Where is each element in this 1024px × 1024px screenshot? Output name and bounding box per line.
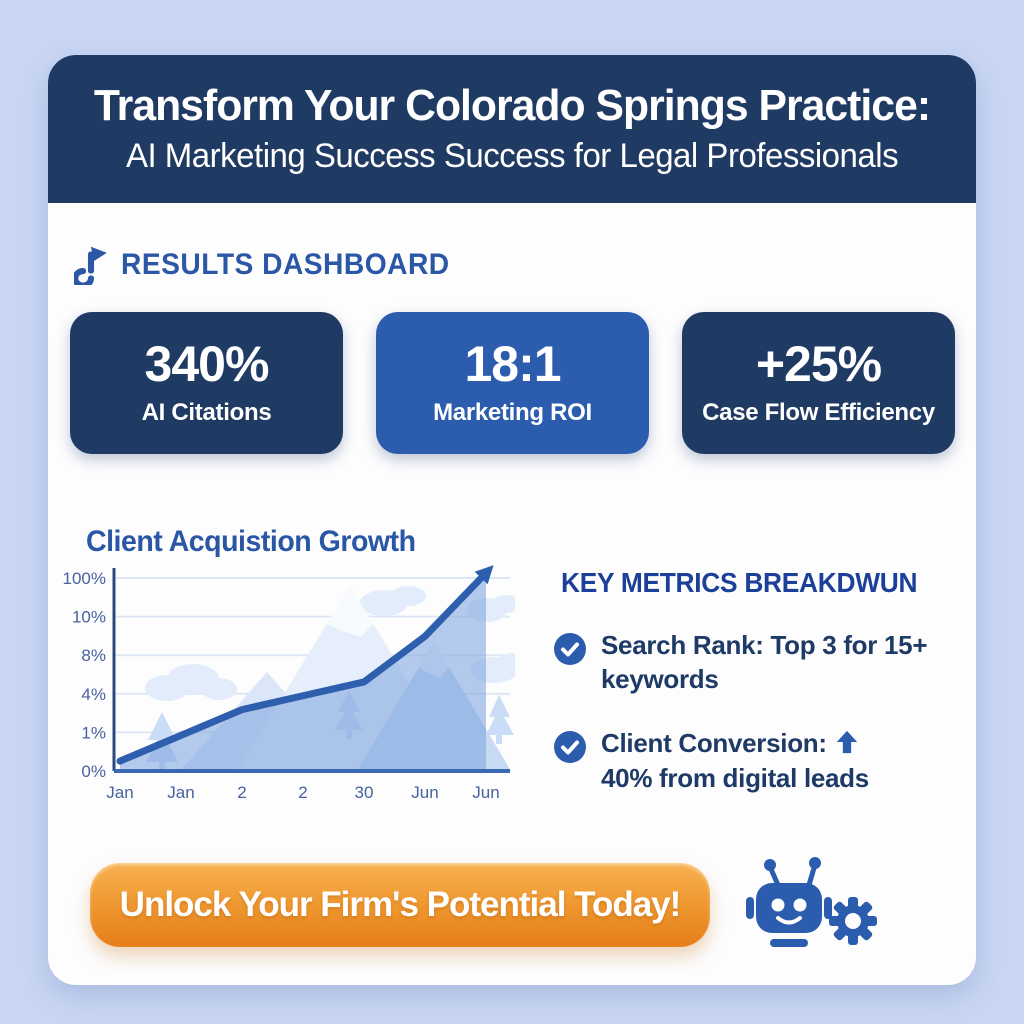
check-icon — [553, 730, 587, 769]
svg-text:10%: 10% — [72, 608, 106, 627]
key-metrics-title: KEY METRICS BREAKDWUN — [561, 567, 918, 598]
robot-gear-icon — [734, 855, 884, 955]
poster-card: Transform Your Colorado Springs Practice… — [48, 55, 976, 985]
metric-line: Search Rank: Top 3 for 15+ — [601, 630, 928, 660]
snowcap-decoration — [327, 586, 373, 637]
cta-button[interactable]: Unlock Your Firm's Potential Today! — [90, 863, 710, 947]
stat-card-case-flow: +25% Case Flow Efficiency — [682, 312, 955, 454]
cloud-decoration — [145, 586, 515, 701]
chart-axis-labels: 100%10%8%4%1%0%Jan Jan 2 2 30 Jun Jun — [63, 569, 500, 802]
metric-item-client-conversion: Client Conversion: 40% from digital lead… — [553, 727, 973, 797]
metric-line: keywords — [601, 663, 719, 694]
growth-chart-svg: 100%10%8%4%1%0%Jan Jan 2 2 30 Jun Jun — [63, 565, 515, 802]
stat-value: 18:1 — [464, 336, 561, 392]
svg-text:2: 2 — [298, 783, 307, 802]
stat-value: 340% — [144, 336, 270, 392]
stats-row: 340% AI Citations 18:1 Marketing ROI +25… — [70, 312, 955, 454]
svg-text:4%: 4% — [81, 685, 106, 704]
svg-text:Jan: Jan — [106, 783, 133, 802]
gear-icon — [829, 897, 877, 945]
stat-value: +25% — [755, 336, 882, 392]
header-banner: Transform Your Colorado Springs Practice… — [48, 55, 976, 203]
up-arrow-icon — [835, 729, 859, 763]
chart-axes — [112, 568, 510, 773]
results-section-title: RESULTS DASHBOARD — [121, 248, 450, 281]
metric-line: 40% from digital leads — [601, 763, 869, 794]
chart-title: Client Acquistion Growth — [86, 525, 416, 558]
svg-text:30: 30 — [355, 783, 374, 802]
growth-chart: 100% 10% 8% 4% 1% 0% Jan Jan 2 2 30 Jun Jun — [62, 560, 542, 815]
stat-label: AI Citations — [141, 399, 272, 426]
svg-text:Jun: Jun — [411, 783, 438, 802]
page-title: Transform Your Colorado Springs Practice… — [93, 81, 931, 131]
stat-card-ai-citations: 340% AI Citations — [70, 312, 343, 454]
note-arrow-icon — [74, 246, 107, 285]
results-section-header: RESULTS DASHBOARD — [74, 245, 471, 285]
svg-text:Jan: Jan — [167, 783, 194, 802]
stat-label: Case Flow Efficiency — [702, 399, 935, 426]
svg-text:2: 2 — [237, 783, 246, 802]
svg-text:0%: 0% — [81, 762, 106, 781]
metric-line: Client Conversion: — [601, 727, 827, 758]
page-subtitle: AI Marketing Success Success for Legal P… — [125, 136, 899, 175]
chart-series — [116, 565, 494, 771]
check-icon — [553, 632, 587, 671]
svg-text:Jun: Jun — [472, 783, 499, 802]
stat-card-marketing-roi: 18:1 Marketing ROI — [376, 312, 649, 454]
key-metrics-section: KEY METRICS BREAKDWUN Search Rank: Top 3… — [553, 567, 973, 796]
svg-text:8%: 8% — [81, 646, 106, 665]
svg-text:100%: 100% — [63, 569, 106, 588]
metric-item-search-rank: Search Rank: Top 3 for 15+ keywords — [553, 629, 973, 697]
cta-row: Unlock Your Firm's Potential Today! — [90, 855, 940, 955]
svg-text:1%: 1% — [81, 723, 106, 742]
stat-label: Marketing ROI — [433, 399, 592, 426]
